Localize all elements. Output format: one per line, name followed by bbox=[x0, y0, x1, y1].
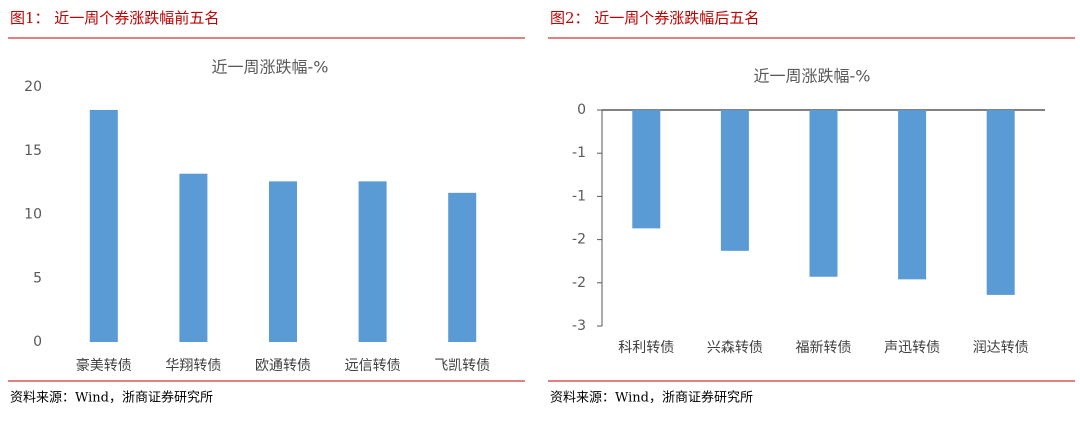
y-tick-label: 0 bbox=[577, 102, 586, 118]
x-tick-label: 欧通转债 bbox=[255, 358, 311, 374]
x-tick-label: 声迅转债 bbox=[884, 340, 940, 356]
bar bbox=[986, 110, 1015, 295]
x-tick-label: 科利转债 bbox=[618, 340, 674, 356]
bar bbox=[179, 173, 208, 342]
y-tick-label: 20 bbox=[24, 79, 42, 95]
x-tick-label: 远信转债 bbox=[345, 358, 401, 374]
y-tick-label: -2 bbox=[572, 232, 586, 248]
bar bbox=[720, 110, 749, 251]
x-tick-label: 华翔转债 bbox=[165, 358, 221, 374]
y-tick-label: 0 bbox=[33, 334, 42, 350]
bar bbox=[89, 109, 118, 342]
bar bbox=[898, 110, 927, 280]
figure-caption: 图2： 近一周个券涨跌幅后五名 bbox=[550, 9, 759, 27]
y-tick-label: -3 bbox=[572, 318, 586, 334]
y-tick-label: -1 bbox=[572, 145, 586, 161]
x-tick-label: 润达转债 bbox=[973, 340, 1029, 356]
chart-title: 近一周涨跌幅-% bbox=[754, 67, 871, 86]
y-tick-label: 5 bbox=[33, 270, 42, 286]
bar bbox=[809, 110, 838, 277]
figure-caption: 图1： 近一周个券涨跌幅前五名 bbox=[10, 9, 219, 27]
x-tick-label: 福新转债 bbox=[796, 340, 852, 356]
source-note: 资料来源：Wind，浙商证券研究所 bbox=[10, 390, 213, 406]
source-note: 资料来源：Wind，浙商证券研究所 bbox=[550, 390, 753, 406]
x-tick-label: 豪美转债 bbox=[76, 358, 132, 374]
y-tick-label: 10 bbox=[24, 207, 42, 223]
y-tick-label: -2 bbox=[572, 275, 586, 291]
bar bbox=[448, 192, 477, 342]
y-tick-label: 15 bbox=[24, 143, 42, 159]
x-tick-label: 飞凯转债 bbox=[434, 358, 490, 374]
x-tick-label: 兴森转债 bbox=[707, 340, 763, 356]
chart-title: 近一周涨跌幅-% bbox=[212, 58, 329, 77]
bar bbox=[269, 181, 297, 342]
bar bbox=[358, 181, 387, 342]
bar bbox=[632, 110, 661, 229]
y-tick-label: -1 bbox=[572, 188, 586, 204]
